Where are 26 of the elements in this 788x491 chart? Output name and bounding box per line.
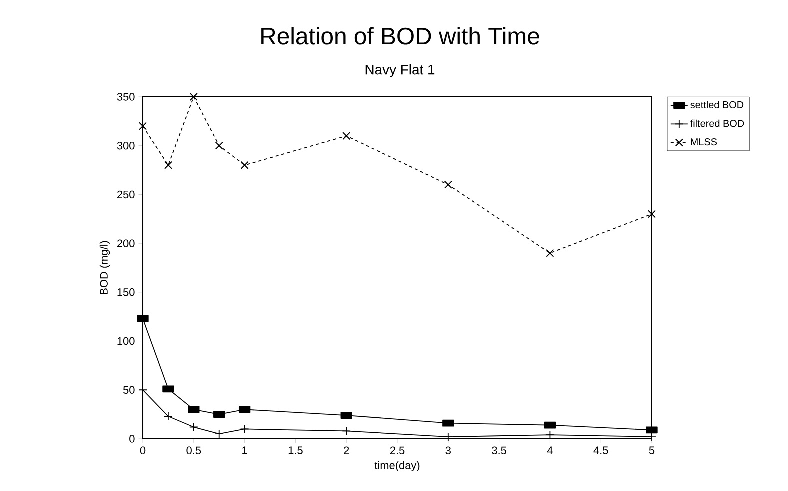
x-tick-label: 3 [446, 446, 451, 455]
chart-title: Relation of BOD with Time [262, 27, 540, 45]
legend-label: filtered BOD [690, 120, 744, 128]
y-tick-label: 100 [118, 337, 135, 346]
x-tick-label: 1 [242, 446, 248, 454]
x-tick-label: 0 [140, 446, 146, 455]
y-tick-label: 250 [118, 190, 135, 199]
y-tick-label: 0 [130, 435, 135, 443]
x-tick-label: 3.5 [492, 446, 506, 455]
x-tick-label: 1.5 [288, 446, 303, 454]
x-tick-label: 0.5 [186, 446, 202, 455]
x-tick-label: 2 [344, 446, 350, 454]
y-tick-label: 150 [118, 288, 135, 296]
y-tick-label: 350 [117, 93, 135, 101]
y-tick-label: 50 [123, 386, 135, 394]
x-tick-label: 4.5 [594, 446, 608, 454]
x-tick-label: 5 [649, 446, 655, 454]
y-axis-title: BOD (mg/l) [100, 241, 110, 294]
y-tick-label: 300 [117, 142, 135, 150]
x-axis-title: time(day) [374, 461, 420, 472]
y-tick-label: 200 [118, 240, 135, 248]
chart-subtitle: Navy Flat 1 [366, 64, 435, 78]
x-tick-label: 4 [547, 446, 553, 454]
x-tick-label: 2.5 [390, 446, 405, 455]
legend-label: settled BOD [690, 101, 744, 108]
legend-label: MLSS [691, 138, 718, 146]
